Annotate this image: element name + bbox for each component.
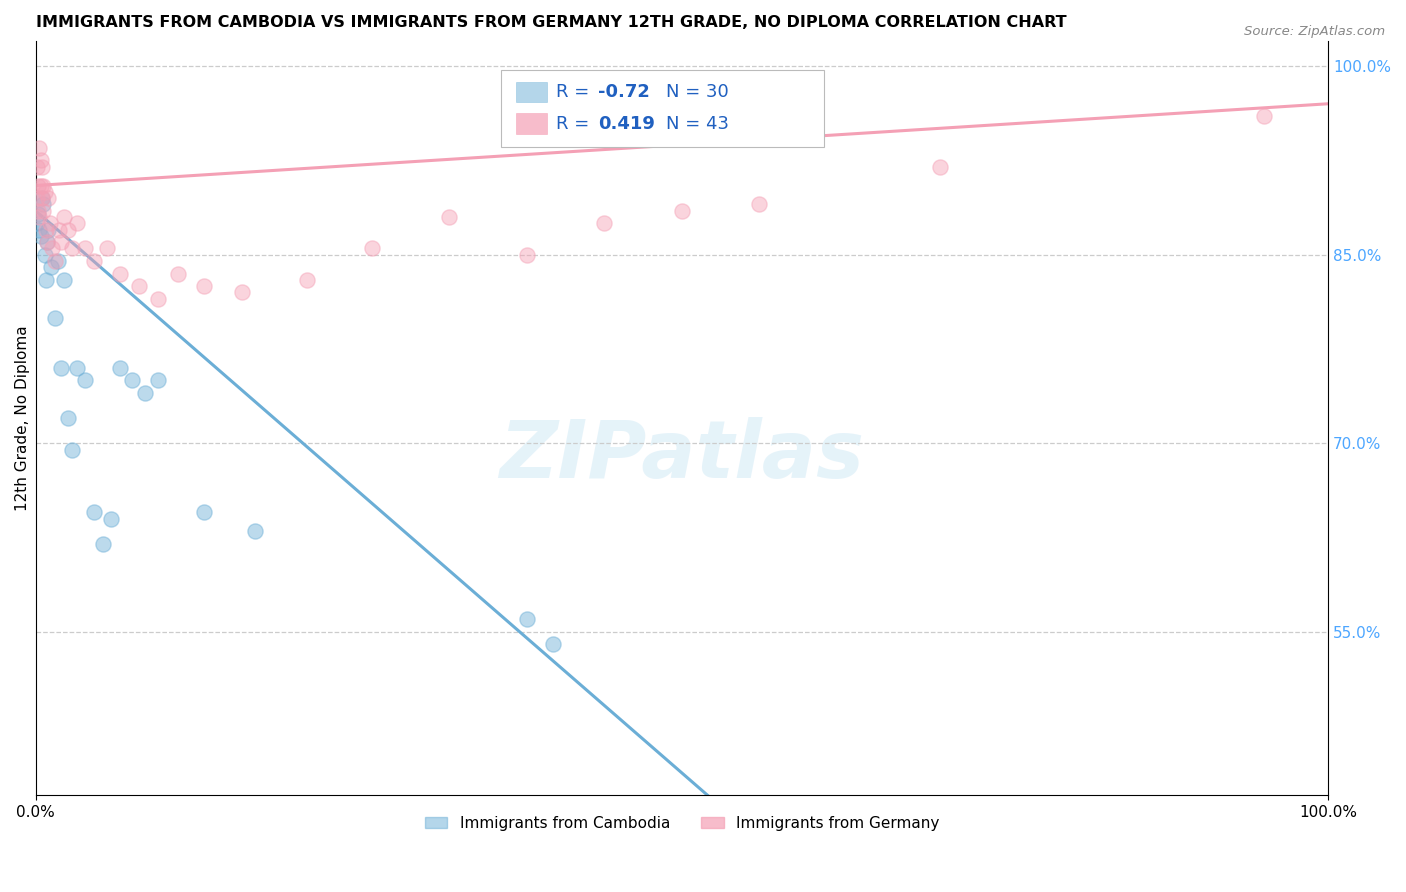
Text: 0.419: 0.419 — [598, 115, 655, 133]
Point — [25, 191, 48, 205]
Point — [44, 310, 66, 325]
Point — [437, 210, 460, 224]
Point — [83, 506, 105, 520]
Point — [96, 241, 118, 255]
Point — [41, 241, 63, 255]
Point — [148, 373, 170, 387]
Point — [66, 216, 89, 230]
Point — [31, 191, 53, 205]
Point — [48, 222, 70, 236]
Point — [516, 247, 538, 261]
Point — [35, 222, 58, 236]
Point — [108, 360, 131, 375]
Text: IMMIGRANTS FROM CAMBODIA VS IMMIGRANTS FROM GERMANY 12TH GRADE, NO DIPLOMA CORRE: IMMIGRANTS FROM CAMBODIA VS IMMIGRANTS F… — [35, 15, 1066, 30]
Point — [32, 203, 55, 218]
Point — [30, 178, 52, 193]
Point — [593, 216, 616, 230]
Text: -0.72: -0.72 — [598, 83, 650, 101]
Point — [193, 279, 215, 293]
Point — [39, 260, 62, 275]
Text: Source: ZipAtlas.com: Source: ZipAtlas.com — [1244, 25, 1385, 38]
Point — [31, 191, 53, 205]
Text: N = 43: N = 43 — [666, 115, 730, 133]
Point — [193, 506, 215, 520]
FancyBboxPatch shape — [501, 70, 824, 146]
Point — [27, 203, 49, 218]
Point — [37, 191, 59, 205]
Point — [25, 160, 48, 174]
Point — [166, 267, 188, 281]
Point — [27, 178, 49, 193]
Point — [44, 254, 66, 268]
Point — [128, 279, 150, 293]
Point — [73, 373, 96, 387]
Point — [37, 222, 59, 236]
Point — [53, 210, 76, 224]
Point — [35, 273, 58, 287]
Point — [32, 178, 55, 193]
Point — [51, 235, 73, 249]
Point — [34, 247, 56, 261]
Point — [121, 373, 143, 387]
Point — [148, 292, 170, 306]
Point — [56, 411, 79, 425]
Point — [28, 141, 51, 155]
Point — [100, 512, 122, 526]
Point — [30, 153, 52, 168]
Point — [295, 273, 318, 287]
FancyBboxPatch shape — [516, 113, 547, 134]
Y-axis label: 12th Grade, No Diploma: 12th Grade, No Diploma — [15, 326, 30, 511]
Point — [25, 216, 48, 230]
Point — [60, 442, 83, 457]
Point — [748, 197, 770, 211]
Text: R =: R = — [557, 83, 596, 101]
Text: N = 30: N = 30 — [666, 83, 730, 101]
Point — [53, 273, 76, 287]
Point — [28, 210, 51, 224]
Point — [245, 524, 267, 539]
Point — [37, 235, 59, 249]
FancyBboxPatch shape — [516, 81, 547, 102]
Point — [91, 537, 114, 551]
Point — [516, 612, 538, 626]
Point — [60, 241, 83, 255]
Point — [929, 160, 952, 174]
Point — [28, 222, 51, 236]
Point — [1253, 109, 1275, 123]
Point — [27, 207, 49, 221]
Point — [37, 235, 59, 249]
Point — [108, 267, 131, 281]
Point — [46, 254, 69, 268]
Text: R =: R = — [557, 115, 596, 133]
Text: ZIPatlas: ZIPatlas — [499, 417, 865, 495]
Point — [38, 216, 60, 230]
Point — [31, 160, 53, 174]
Point — [231, 285, 253, 300]
Point — [30, 228, 52, 243]
Point — [66, 360, 89, 375]
Point — [360, 241, 382, 255]
Point — [51, 360, 73, 375]
Point — [56, 222, 79, 236]
Point — [34, 185, 56, 199]
Point — [73, 241, 96, 255]
Point — [32, 197, 55, 211]
Legend: Immigrants from Cambodia, Immigrants from Germany: Immigrants from Cambodia, Immigrants fro… — [419, 810, 945, 837]
Point — [134, 386, 156, 401]
Point — [671, 203, 693, 218]
Point — [83, 254, 105, 268]
Point — [541, 638, 564, 652]
